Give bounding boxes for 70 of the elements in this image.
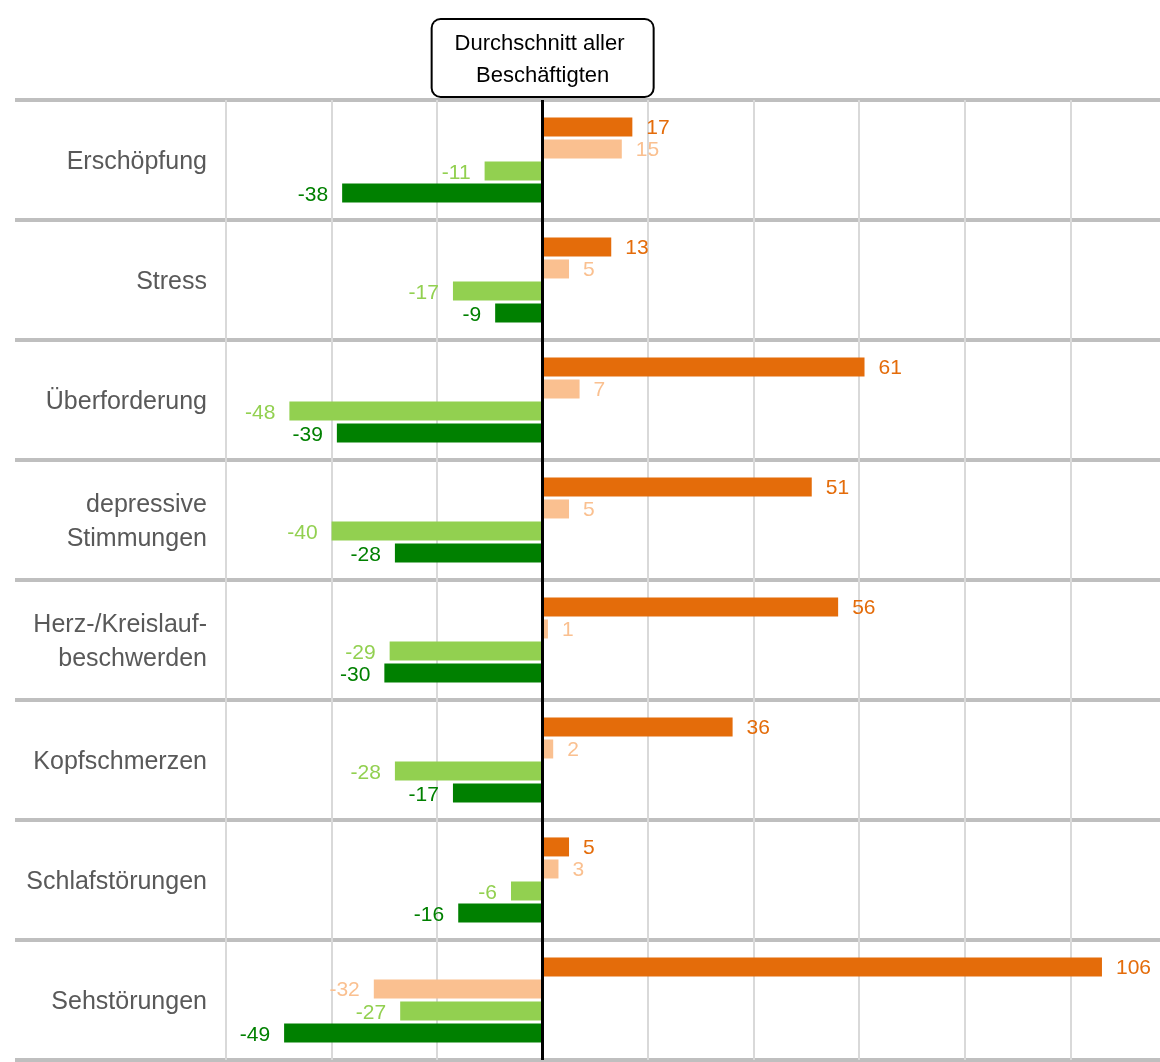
bar (542, 957, 1102, 977)
bar (336, 423, 543, 443)
data-label: -28 (350, 541, 381, 565)
data-label: -49 (239, 1021, 271, 1045)
bar (542, 717, 733, 737)
bar (342, 183, 543, 203)
data-label: -30 (340, 661, 371, 685)
ref-line-label: Durchschnitt aller Beschäftigten (454, 29, 631, 87)
bar (510, 881, 543, 901)
bar (542, 477, 812, 497)
bar (484, 161, 543, 181)
data-label: 2 (567, 737, 579, 761)
data-label: 61 (878, 355, 902, 379)
bar (394, 761, 543, 781)
data-label: 5 (583, 257, 595, 281)
bar (542, 837, 570, 857)
bar (452, 783, 543, 803)
y-tick-label: Erschöpfung (66, 146, 207, 174)
bar (400, 1001, 543, 1021)
data-label: 1 (561, 617, 574, 641)
bar (373, 979, 543, 999)
bar (284, 1023, 543, 1043)
data-label: -28 (350, 759, 381, 783)
bar (542, 117, 633, 137)
data-label: 17 (646, 115, 670, 139)
data-label: 13 (625, 235, 649, 259)
data-label: 56 (852, 595, 876, 619)
data-label: -40 (287, 519, 318, 543)
data-label: -39 (292, 421, 323, 445)
data-label: 51 (825, 475, 850, 499)
data-label: 106 (1115, 955, 1152, 979)
data-label: 15 (635, 137, 660, 161)
bar (452, 281, 543, 301)
y-tick-label: Schlafstörungen (26, 866, 207, 894)
bar (542, 139, 622, 159)
data-label: -17 (408, 279, 439, 303)
bar (394, 543, 543, 563)
bar (389, 641, 543, 661)
bar (289, 401, 543, 421)
y-tick-label: Sehstörungen (51, 986, 207, 1014)
data-label: 5 (583, 497, 595, 521)
bar (542, 499, 570, 519)
data-label: 36 (746, 715, 770, 739)
data-label: -17 (408, 781, 439, 805)
data-label: -9 (462, 301, 482, 325)
data-label: -11 (441, 159, 471, 183)
data-label: -16 (413, 901, 445, 925)
bar (495, 303, 543, 323)
bar (331, 521, 543, 541)
bar (458, 903, 543, 923)
data-label: -32 (329, 977, 360, 1001)
bar (542, 259, 570, 279)
y-tick-label: Herz-/Kreislauf- beschwerden (33, 609, 207, 671)
bar (384, 663, 543, 683)
data-label: -6 (478, 879, 497, 903)
data-label: -29 (345, 639, 376, 663)
y-tick-label: Überforderung (45, 386, 207, 414)
bar (542, 597, 839, 617)
y-tick-label: Stress (136, 266, 207, 294)
data-label: 7 (593, 377, 606, 401)
data-label: 5 (583, 835, 595, 859)
bar (542, 379, 580, 399)
bar (542, 357, 865, 377)
data-label: -38 (297, 181, 329, 205)
data-label: 3 (572, 857, 585, 881)
data-label: -48 (245, 399, 276, 423)
y-tick-label: Kopfschmerzen (33, 746, 207, 774)
y-tick-label: depressive Stimmungen (66, 489, 207, 551)
bar (542, 237, 612, 257)
data-label: -27 (355, 999, 387, 1023)
